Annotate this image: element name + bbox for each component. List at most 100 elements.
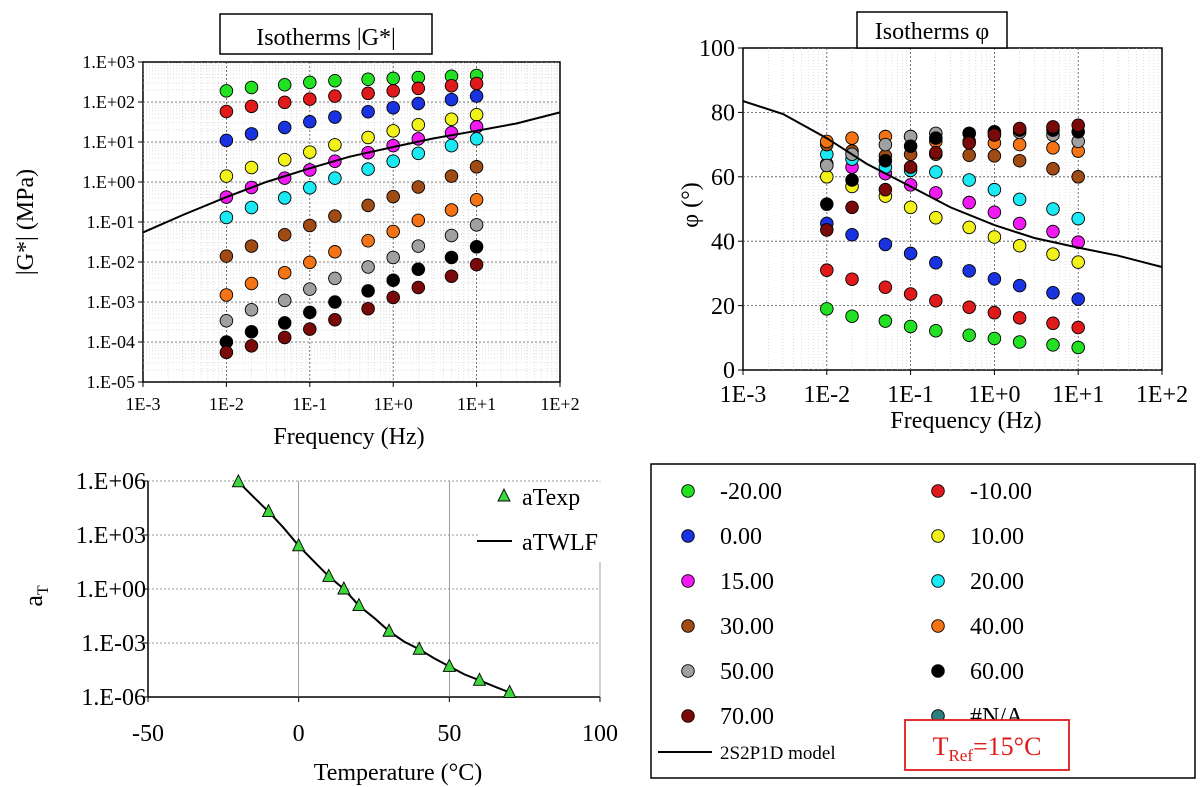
data-point [328,138,342,152]
x-tick-label: 1E-1 [887,382,934,408]
data-point [444,228,459,243]
data-point [962,300,976,314]
data-point [1012,137,1027,152]
data-point [361,86,375,101]
data-point [352,597,366,612]
data-point [411,146,426,161]
tref-annotation: TRef=15°C [933,732,1042,765]
legend-marker [681,619,695,633]
y-tick-label: 40 [711,229,735,255]
data-point [1071,255,1085,269]
data-point [878,280,893,294]
legend-label-aTexp: aTexp [522,485,580,511]
data-point [820,223,834,237]
data-point [244,339,259,353]
data-point [469,132,484,146]
data-point [244,239,259,253]
data-point [244,80,259,95]
data-point [244,160,259,175]
data-point [444,78,459,93]
data-point [328,245,342,259]
legend-marker [681,664,695,678]
y-tick-label: 80 [711,101,735,127]
data-point [1012,192,1027,207]
data-point [845,200,859,215]
data-point [386,100,400,115]
data-point [277,95,292,110]
data-point [303,75,317,90]
data-point [244,303,259,317]
data-point [444,269,459,284]
data-point [820,197,834,211]
y-tick-label: 1.E+02 [82,92,135,112]
y-tick-label: 1.E-06 [81,685,146,711]
y-tick-label: 1.E+03 [76,523,146,549]
x-tick-label: 100 [582,721,618,747]
data-point [386,71,400,86]
data-point [962,148,976,162]
model-curve [142,111,561,234]
data-point [444,112,459,127]
data-point [219,345,234,360]
y-tick-label: 60 [711,165,735,191]
y-tick-label: 1.E+00 [76,577,146,603]
data-point [261,503,276,518]
data-point [219,104,234,119]
data-point [962,220,976,235]
legend-marker [681,709,695,723]
legend-label: 10.00 [970,524,1024,550]
data-point [411,81,426,96]
data-point [277,293,292,308]
wlf-curve [237,481,510,694]
data-point [1046,285,1060,300]
y-tick-label: 1.E+03 [82,52,135,72]
data-point [1012,121,1027,136]
x-tick-label: 1E+1 [1052,382,1104,408]
data-point [469,257,484,272]
x-tick-label: 1E+1 [457,394,496,414]
data-point [219,133,234,148]
data-point [987,331,1002,346]
data-point [820,170,834,184]
data-point [303,115,317,129]
x-tick-label: 1E+0 [968,382,1020,408]
legend-marker [681,574,695,588]
y-tick-label: 1.E-03 [87,292,136,312]
x-tick-label: 1E-1 [292,394,327,414]
legend-label: 40.00 [970,614,1024,640]
data-point [411,213,426,228]
data-point [987,205,1002,219]
data-point [411,180,426,194]
data-point [361,105,375,119]
data-point [244,127,259,141]
legend-marker [931,619,945,633]
data-point [1012,216,1027,231]
data-point [878,182,893,197]
data-point [820,158,834,173]
data-point [962,264,976,278]
data-point [386,154,400,169]
data-point [386,273,400,287]
data-point [386,290,400,305]
y-tick-label: 100 [699,36,735,62]
legend-label: 70.00 [720,704,774,730]
data-point [361,198,375,213]
chart-title: Isotherms |G*| [256,25,396,51]
data-point [303,322,317,336]
x-axis-label: Temperature (°C) [314,760,483,786]
legend-marker [931,664,945,678]
legend-marker [931,484,945,498]
data-point [1012,311,1027,325]
data-point [277,228,292,242]
legend-marker [681,484,695,498]
data-point [903,246,918,261]
data-point [1071,340,1085,355]
legend-marker [681,529,695,543]
legend-label: 20.00 [970,569,1024,595]
data-point [962,195,976,210]
y-tick-label: 1.E-02 [87,252,136,272]
data-point [1046,202,1060,216]
data-point [444,250,459,265]
data-point [1071,118,1085,133]
data-point [442,658,457,672]
